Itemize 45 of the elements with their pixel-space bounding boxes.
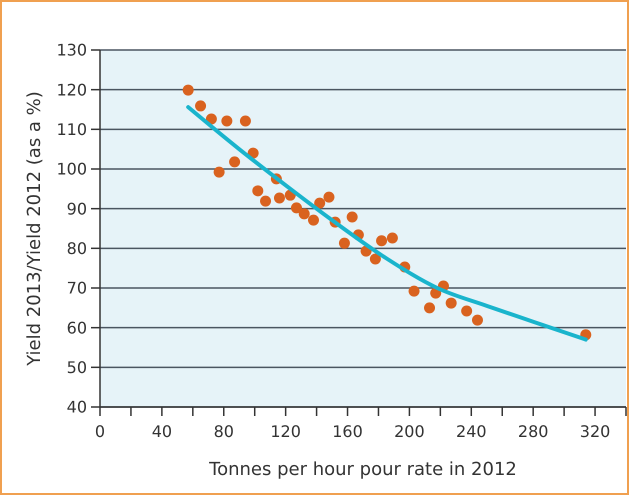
point [298,208,310,220]
y-tick-label: 100 [56,160,87,179]
point [274,192,285,204]
point [290,202,302,214]
point [446,298,457,309]
point [221,116,232,127]
point [195,100,206,112]
point [424,302,436,314]
x-tick-label: 0 [94,422,106,441]
point [323,192,334,203]
y-tick-label: 40 [66,398,87,417]
y-tick-label: 120 [56,80,87,100]
point [314,198,326,209]
point [408,286,420,297]
point [461,306,472,317]
point [229,156,240,168]
x-tick-label: 40 [152,422,172,441]
y-tick-label: 70 [66,278,87,298]
x-tick-label: 160 [332,422,363,441]
point [240,116,251,127]
point [386,232,398,244]
x-axis-title: Tonnes per hour pour rate in 2012 [208,459,517,480]
x-tick-label: 240 [456,422,487,441]
y-tick-label: 110 [56,120,87,139]
y-tick-label: 60 [66,318,87,338]
point [308,214,319,226]
point [252,185,264,196]
point [346,211,358,222]
x-tick-label: 200 [394,422,425,441]
point [214,166,225,178]
x-tick-label: 280 [518,422,548,441]
point [182,84,194,96]
point [260,196,272,207]
y-axis-title: Yield 2013/Yield 2012 (as a %) [24,91,45,367]
point [338,238,350,249]
x-tick-label: 320 [580,422,610,441]
point [376,235,388,246]
x-tick-label: 120 [270,422,301,441]
y-tick-label: 130 [56,40,87,60]
x-tick-label: 80 [214,422,234,441]
point [472,314,483,326]
point [370,254,381,265]
y-tick-label: 50 [66,358,87,377]
y-tick-label: 90 [66,199,87,218]
y-tick-label: 80 [66,238,87,258]
